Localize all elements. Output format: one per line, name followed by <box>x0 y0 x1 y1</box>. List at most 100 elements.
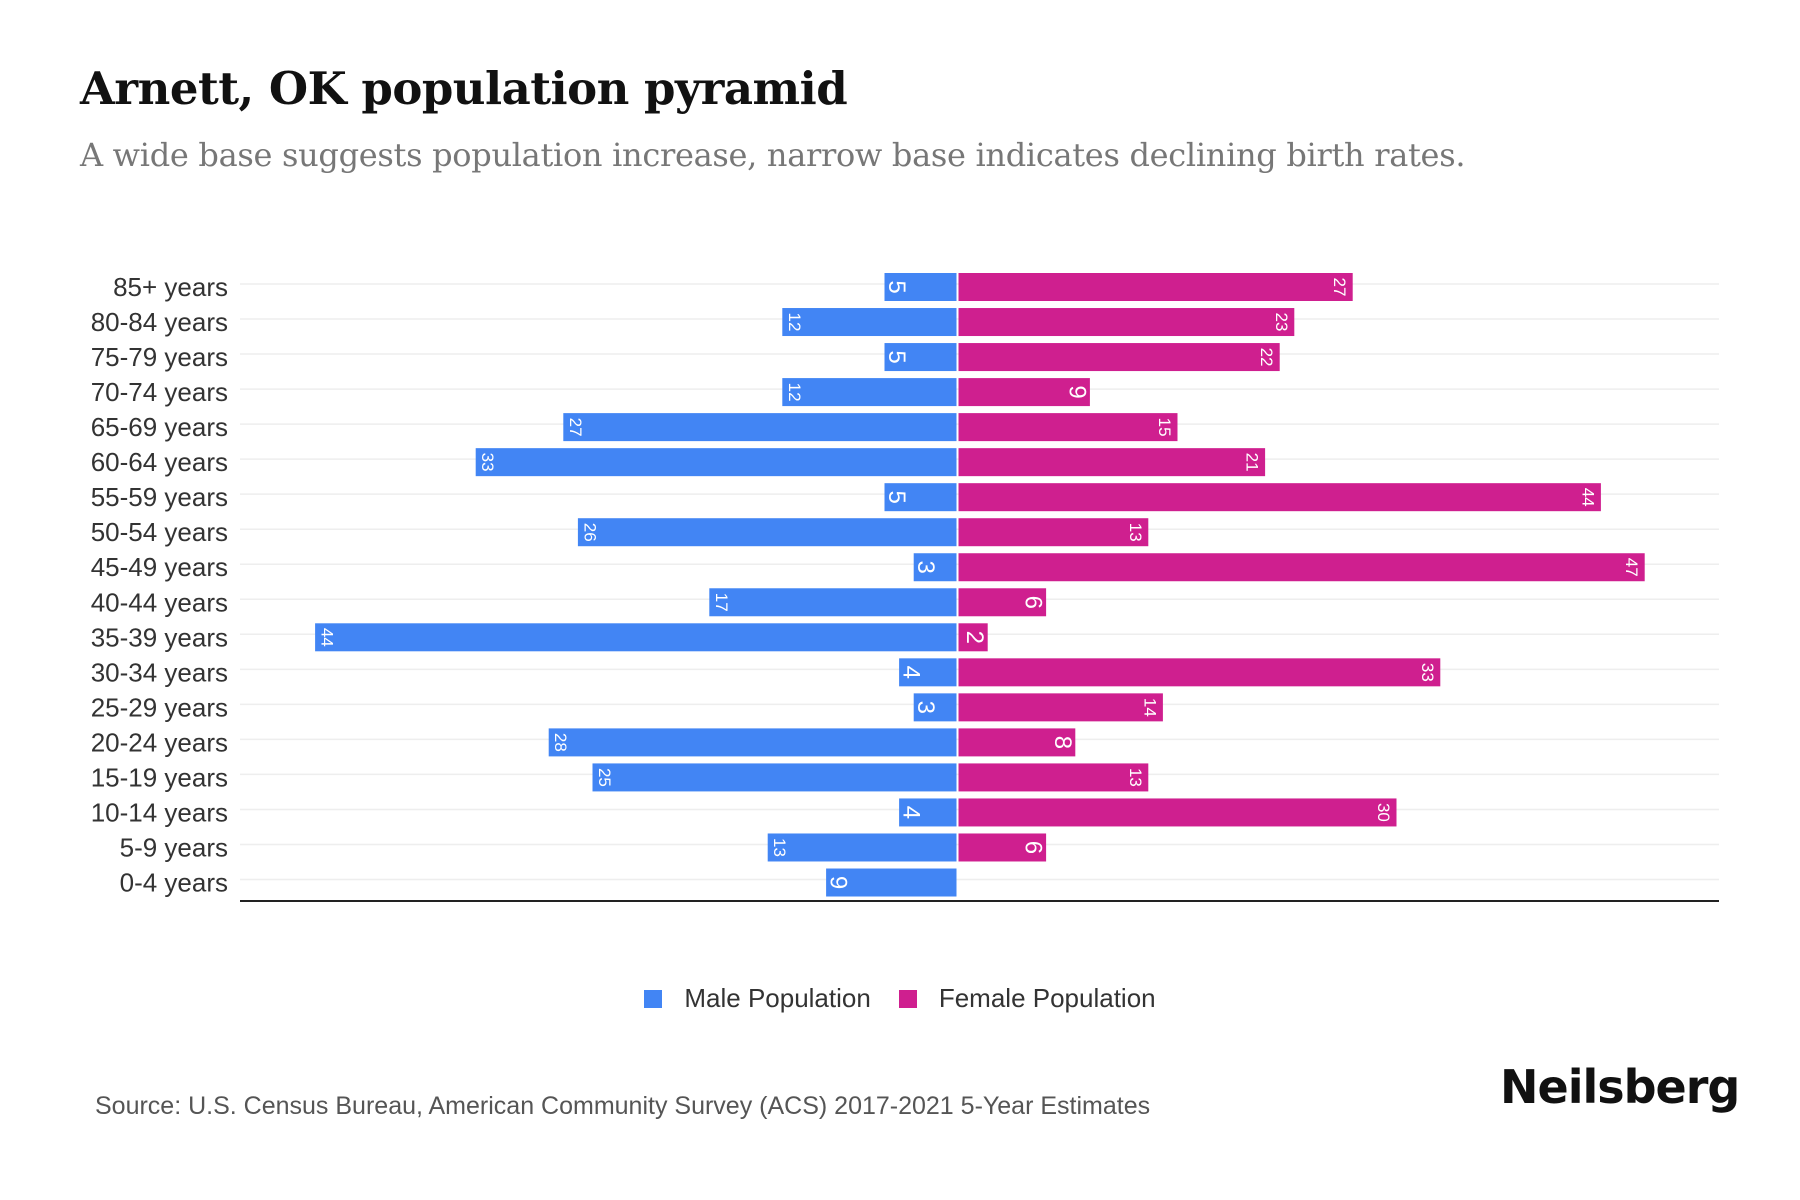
bar-male[interactable] <box>782 308 957 337</box>
data-label-female: 47 <box>1622 558 1641 577</box>
data-label-female: 21 <box>1243 453 1262 472</box>
chart-subtitle: A wide base suggests population increase… <box>80 136 1466 174</box>
data-label-female: 30 <box>1374 803 1393 822</box>
category-label: 25-29 years <box>91 692 228 722</box>
bar-female[interactable] <box>958 833 1047 862</box>
bar-female[interactable] <box>958 343 1280 372</box>
data-label-female: 23 <box>1272 313 1291 332</box>
bar-female[interactable] <box>958 413 1178 442</box>
bar-female[interactable] <box>958 518 1149 547</box>
category-label: 85+ years <box>113 272 228 302</box>
data-label-female: 8 <box>1049 736 1076 749</box>
data-label-female: 6 <box>1020 596 1047 609</box>
bar-female[interactable] <box>958 763 1149 792</box>
bar-male[interactable] <box>826 868 957 897</box>
data-label-male: 3 <box>912 561 939 574</box>
category-label: 40-44 years <box>91 587 228 617</box>
bar-female[interactable] <box>958 588 1047 617</box>
data-label-male: 9 <box>825 876 852 889</box>
data-label-male: 4 <box>898 806 925 819</box>
category-label: 80-84 years <box>91 307 228 337</box>
bar-male[interactable] <box>577 518 957 547</box>
bar-male[interactable] <box>709 588 957 617</box>
bar-female[interactable] <box>958 623 988 652</box>
bar-male[interactable] <box>548 728 957 757</box>
data-label-male: 5 <box>883 350 910 363</box>
category-label: 35-39 years <box>91 622 228 652</box>
bar-male[interactable] <box>782 378 957 407</box>
data-label-female: 13 <box>1126 768 1145 787</box>
category-label: 75-79 years <box>91 342 228 372</box>
category-labels: 85+ years 80-84 years 75-79 years 70-74 yea… <box>91 272 228 898</box>
chart-title: Arnett, OK population pyramid <box>80 62 848 115</box>
bar-male[interactable] <box>563 413 957 442</box>
bar-male[interactable] <box>899 658 957 687</box>
data-label-female: 13 <box>1126 523 1145 542</box>
bar-male[interactable] <box>899 798 957 827</box>
category-label: 0-4 years <box>120 868 228 898</box>
category-label: 50-54 years <box>91 517 228 547</box>
data-label-female: 14 <box>1140 698 1159 717</box>
category-label: 70-74 years <box>91 377 228 407</box>
data-label-female: 33 <box>1418 663 1437 682</box>
legend-swatch-female <box>898 989 917 1008</box>
bar-male[interactable] <box>884 273 957 301</box>
bar-female[interactable] <box>958 798 1397 827</box>
data-label-female: 15 <box>1155 418 1174 437</box>
data-label-male: 13 <box>770 838 789 857</box>
bar-male[interactable] <box>475 448 957 477</box>
data-label-male: 12 <box>785 313 804 332</box>
data-label-female: 6 <box>1020 841 1047 854</box>
bar-male[interactable] <box>884 483 957 512</box>
data-label-male: 33 <box>478 453 497 472</box>
data-label-male: 44 <box>318 628 337 647</box>
brand-logo: Neilsberg <box>1500 1060 1740 1114</box>
category-label: 10-14 years <box>91 797 228 827</box>
bar-female[interactable] <box>958 273 1353 301</box>
legend-label-male: Male Population <box>684 983 871 1013</box>
data-label-male: 5 <box>883 491 910 504</box>
data-label-female: 9 <box>1063 385 1090 398</box>
bar-male[interactable] <box>884 343 957 372</box>
data-label-male: 26 <box>580 523 599 542</box>
category-label: 55-59 years <box>91 482 228 512</box>
bar-female[interactable] <box>958 448 1266 477</box>
bar-male[interactable] <box>913 553 957 582</box>
bar-female[interactable] <box>958 693 1163 722</box>
bar-male[interactable] <box>315 623 957 652</box>
bar-female[interactable] <box>958 553 1645 582</box>
data-label-female: 22 <box>1257 348 1276 367</box>
category-label: 15-19 years <box>91 762 228 792</box>
category-label: 20-24 years <box>91 727 228 757</box>
data-label-male: 25 <box>595 768 614 787</box>
legend: Male Population Female Population <box>0 983 1800 1014</box>
legend-swatch-male <box>644 989 663 1008</box>
data-label-female: 44 <box>1578 488 1597 507</box>
category-label: 5-9 years <box>120 832 228 862</box>
legend-item-male[interactable]: Male Population <box>644 983 871 1014</box>
data-label-male: 5 <box>883 280 910 293</box>
data-label-female: 2 <box>961 631 988 644</box>
source-note: Source: U.S. Census Bureau, American Com… <box>95 1092 1151 1120</box>
data-label-female: 27 <box>1330 278 1349 297</box>
bar-male[interactable] <box>767 833 957 862</box>
bar-female[interactable] <box>958 483 1601 512</box>
bar-male[interactable] <box>913 693 957 722</box>
data-label-male: 17 <box>712 593 731 612</box>
bar-female[interactable] <box>958 378 1090 407</box>
category-label: 45-49 years <box>91 552 228 582</box>
category-label: 65-69 years <box>91 412 228 442</box>
data-label-male: 3 <box>912 701 939 714</box>
legend-label-female: Female Population <box>938 983 1156 1013</box>
data-label-male: 27 <box>566 418 585 437</box>
data-label-male: 12 <box>785 383 804 402</box>
data-label-male: 4 <box>898 666 925 679</box>
bar-female[interactable] <box>958 308 1295 337</box>
bar-female[interactable] <box>958 658 1441 687</box>
category-label: 30-34 years <box>91 657 228 687</box>
bar-male[interactable] <box>592 763 957 792</box>
bar-female[interactable] <box>958 728 1076 757</box>
legend-item-female[interactable]: Female Population <box>898 983 1156 1014</box>
